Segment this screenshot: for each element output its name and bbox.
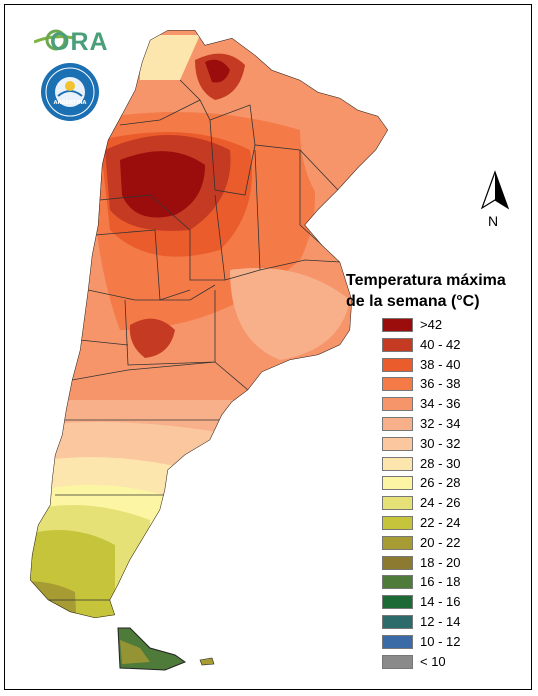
north-arrow-icon — [480, 170, 510, 210]
legend-swatch — [382, 555, 413, 570]
legend-title-line2: de la semana (°C) — [346, 293, 480, 310]
north-label: N — [488, 213, 499, 229]
legend-swatch — [382, 595, 413, 610]
legend-swatch — [382, 377, 413, 392]
legend-title-line1: Temperatura máxima — [346, 272, 506, 289]
legend-title: Temperatura máxima de la semana (°C) — [346, 270, 506, 312]
legend-label: 38 - 40 — [420, 356, 461, 372]
legend-label: 10 - 12 — [420, 633, 461, 649]
legend-swatch — [382, 634, 413, 649]
legend-swatch — [382, 654, 413, 669]
seal-text: ARGENTINA — [53, 100, 87, 106]
legend-label: >42 — [420, 317, 443, 332]
legend-label: 18 - 20 — [420, 554, 461, 570]
legend-swatch — [382, 515, 413, 530]
legend-label: < 10 — [420, 653, 446, 669]
legend-label: 32 - 34 — [420, 415, 461, 431]
legend-swatch — [382, 575, 413, 590]
legend-label: 40 - 42 — [420, 336, 461, 352]
legend-swatch — [382, 436, 413, 451]
legend-label: 12 - 14 — [420, 613, 461, 629]
legend-swatch — [382, 337, 413, 352]
legend-swatch — [382, 456, 413, 471]
ora-logo-text: ORA — [50, 28, 109, 56]
legend-swatch — [382, 416, 413, 431]
legend-swatch — [382, 318, 413, 332]
legend-label: 34 - 36 — [420, 396, 461, 412]
legend-swatch — [382, 476, 413, 491]
legend-swatch — [382, 496, 413, 511]
legend-swatch — [382, 397, 413, 412]
ora-swoosh-icon — [33, 29, 75, 51]
legend-label: 28 - 30 — [420, 455, 461, 471]
legend-label: 36 - 38 — [420, 376, 461, 392]
legend-swatch — [382, 535, 413, 550]
institution-seal: ARGENTINA — [40, 62, 100, 122]
legend-label: 24 - 26 — [420, 495, 461, 511]
legend-swatch — [382, 614, 413, 629]
legend-label: 30 - 32 — [420, 435, 461, 451]
legend-label: 14 - 16 — [420, 594, 461, 610]
legend-swatch — [382, 357, 413, 372]
ora-logo: ORA — [33, 26, 108, 61]
legend-label: 22 - 24 — [420, 514, 461, 530]
seal-icon — [41, 63, 99, 121]
legend-label: 16 - 18 — [420, 574, 461, 590]
legend-label: 26 - 28 — [420, 475, 461, 491]
legend-label: 20 - 22 — [420, 534, 461, 550]
